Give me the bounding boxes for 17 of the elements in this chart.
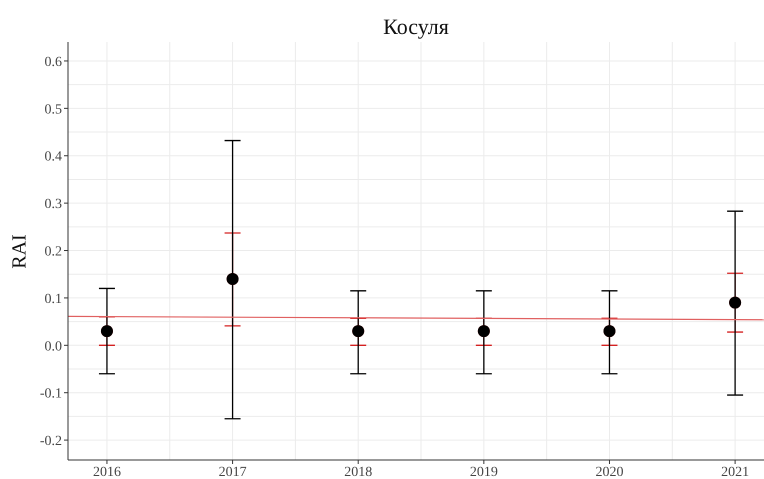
x-tick-label: 2021 bbox=[721, 464, 750, 479]
y-tick-label: 0.0 bbox=[44, 339, 62, 354]
y-tick-label: 0.1 bbox=[44, 292, 62, 307]
y-axis-title: RAI bbox=[8, 234, 32, 268]
y-tick-label: 0.5 bbox=[44, 102, 62, 118]
y-tick-label: 0.6 bbox=[44, 54, 62, 70]
x-tick-label: 2019 bbox=[470, 464, 498, 479]
x-tick-label: 2018 bbox=[344, 464, 372, 479]
y-tick-label: 0.3 bbox=[44, 197, 62, 212]
chart-title: Косуля bbox=[382, 14, 450, 40]
x-tick-label: 2017 bbox=[218, 464, 247, 479]
y-tick-label: 0.4 bbox=[44, 150, 62, 165]
x-tick-label: 2016 bbox=[92, 464, 121, 479]
x-tick-label: 2020 bbox=[595, 464, 624, 479]
y-tick-label: -0.2 bbox=[40, 434, 62, 450]
y-tick-label: 0.2 bbox=[44, 244, 62, 260]
y-tick-label: -0.1 bbox=[40, 386, 62, 402]
